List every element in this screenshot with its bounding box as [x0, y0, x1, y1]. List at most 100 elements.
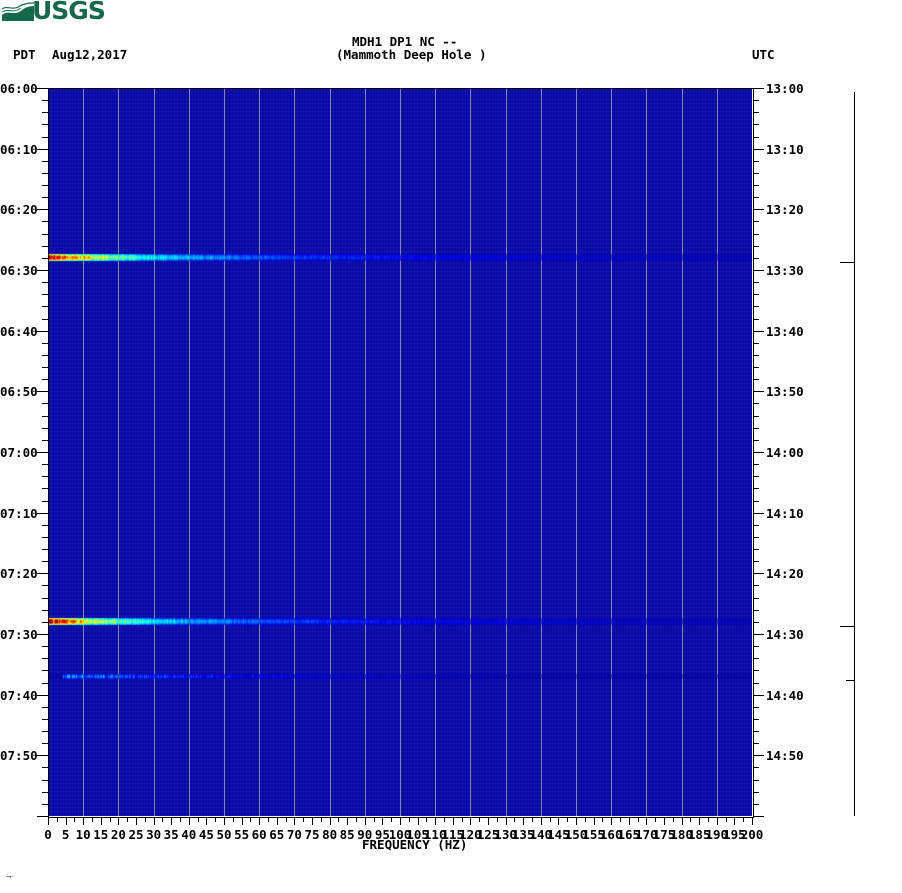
frequency-label: 125 [476, 827, 500, 842]
event-marker-rail [854, 92, 855, 816]
frequency-tick-major [259, 817, 260, 825]
time-label-local: 06:10 [0, 142, 38, 157]
time-tick-minor [42, 658, 48, 659]
frequency-tick-minor [127, 817, 128, 822]
time-tick-minor [42, 403, 48, 404]
event-marker-tick [840, 262, 854, 263]
time-tick-minor [42, 355, 48, 356]
time-tick-minor [42, 112, 48, 113]
time-tick-minor [42, 428, 48, 429]
frequency-tick-major [48, 817, 49, 825]
frequency-label: 120 [459, 827, 482, 842]
time-tick-minor [42, 282, 48, 283]
frequency-tick-minor [655, 817, 656, 822]
time-tick-minor [753, 161, 759, 162]
frequency-tick-major [594, 817, 595, 825]
time-label-utc: 14:20 [766, 566, 804, 581]
time-tick-minor [753, 112, 759, 113]
frequency-tick-major [541, 817, 542, 825]
frequency-label: 35 [163, 827, 179, 842]
time-tick-minor [42, 646, 48, 647]
frequency-label: 25 [128, 827, 144, 842]
frequency-tick-major [576, 817, 577, 825]
time-label-local: 07:40 [0, 688, 38, 703]
time-tick-major [37, 149, 48, 150]
time-tick-minor [753, 246, 759, 247]
frequency-axis-title: FREQUENCY (HZ) [362, 837, 468, 852]
time-tick-minor [753, 743, 759, 744]
time-label-utc: 14:40 [766, 688, 804, 703]
event-marker-tick [840, 626, 854, 627]
time-tick-minor [42, 610, 48, 611]
frequency-label: 180 [670, 827, 693, 842]
time-tick-major [753, 634, 764, 635]
frequency-label: 45 [198, 827, 214, 842]
frequency-label: 60 [251, 827, 267, 842]
time-tick-minor [42, 731, 48, 732]
frequency-label: 95 [374, 827, 390, 842]
frequency-tick-minor [338, 817, 339, 822]
event-band-canvas [48, 88, 752, 816]
frequency-label: 75 [304, 827, 320, 842]
time-tick-major [753, 149, 764, 150]
time-tick-major [37, 270, 48, 271]
time-label-utc: 14:50 [766, 748, 804, 763]
frequency-tick-minor [602, 817, 603, 822]
frequency-label: 175 [652, 827, 676, 842]
time-tick-minor [753, 124, 759, 125]
frequency-tick-major [66, 817, 67, 825]
time-tick-minor [753, 343, 759, 344]
frequency-tick-major [646, 817, 647, 825]
frequency-tick-major [294, 817, 295, 825]
time-tick-minor [42, 197, 48, 198]
frequency-tick-major [101, 817, 102, 825]
time-tick-major [37, 209, 48, 210]
frequency-tick-minor [233, 817, 234, 822]
time-tick-minor [753, 416, 759, 417]
frequency-tick-minor [74, 817, 75, 822]
time-tick-minor [42, 258, 48, 259]
time-tick-minor [42, 585, 48, 586]
frequency-tick-major [734, 817, 735, 825]
time-label-local: 06:20 [0, 202, 38, 217]
time-tick-major [37, 88, 48, 89]
time-tick-minor [42, 221, 48, 222]
frequency-label: 5 [61, 827, 70, 842]
time-tick-major [753, 209, 764, 210]
usgs-wordmark: USGS [32, 0, 106, 25]
frequency-tick-minor [585, 817, 586, 822]
frequency-tick-major [506, 817, 507, 825]
time-tick-minor [753, 258, 759, 259]
frequency-tick-minor [162, 817, 163, 822]
time-tick-minor [753, 549, 759, 550]
time-label-local: 06:40 [0, 324, 38, 339]
time-tick-minor [753, 428, 759, 429]
time-tick-minor [42, 767, 48, 768]
frequency-tick-major [470, 817, 471, 825]
usgs-wave-icon [2, 1, 34, 21]
time-tick-minor [753, 379, 759, 380]
time-tick-minor [753, 137, 759, 138]
time-tick-minor [42, 124, 48, 125]
frequency-tick-minor [673, 817, 674, 822]
time-tick-major [37, 634, 48, 635]
frequency-label: 85 [339, 827, 355, 842]
frequency-tick-major [189, 817, 190, 825]
frequency-tick-minor [514, 817, 515, 822]
frequency-tick-minor [250, 817, 251, 822]
event-marker-tick [846, 680, 854, 681]
corner-mark: ¬· [6, 873, 15, 881]
frequency-label: 90 [357, 827, 373, 842]
time-tick-minor [753, 306, 759, 307]
time-tick-minor [753, 707, 759, 708]
time-tick-minor [42, 598, 48, 599]
time-tick-minor [753, 355, 759, 356]
frequency-tick-major [629, 817, 630, 825]
time-tick-major [753, 88, 764, 89]
frequency-tick-major [664, 817, 665, 825]
frequency-label: 145 [547, 827, 570, 842]
time-label-local: 07:20 [0, 566, 38, 581]
frequency-tick-major [224, 817, 225, 825]
time-tick-minor [42, 537, 48, 538]
time-tick-minor [753, 197, 759, 198]
